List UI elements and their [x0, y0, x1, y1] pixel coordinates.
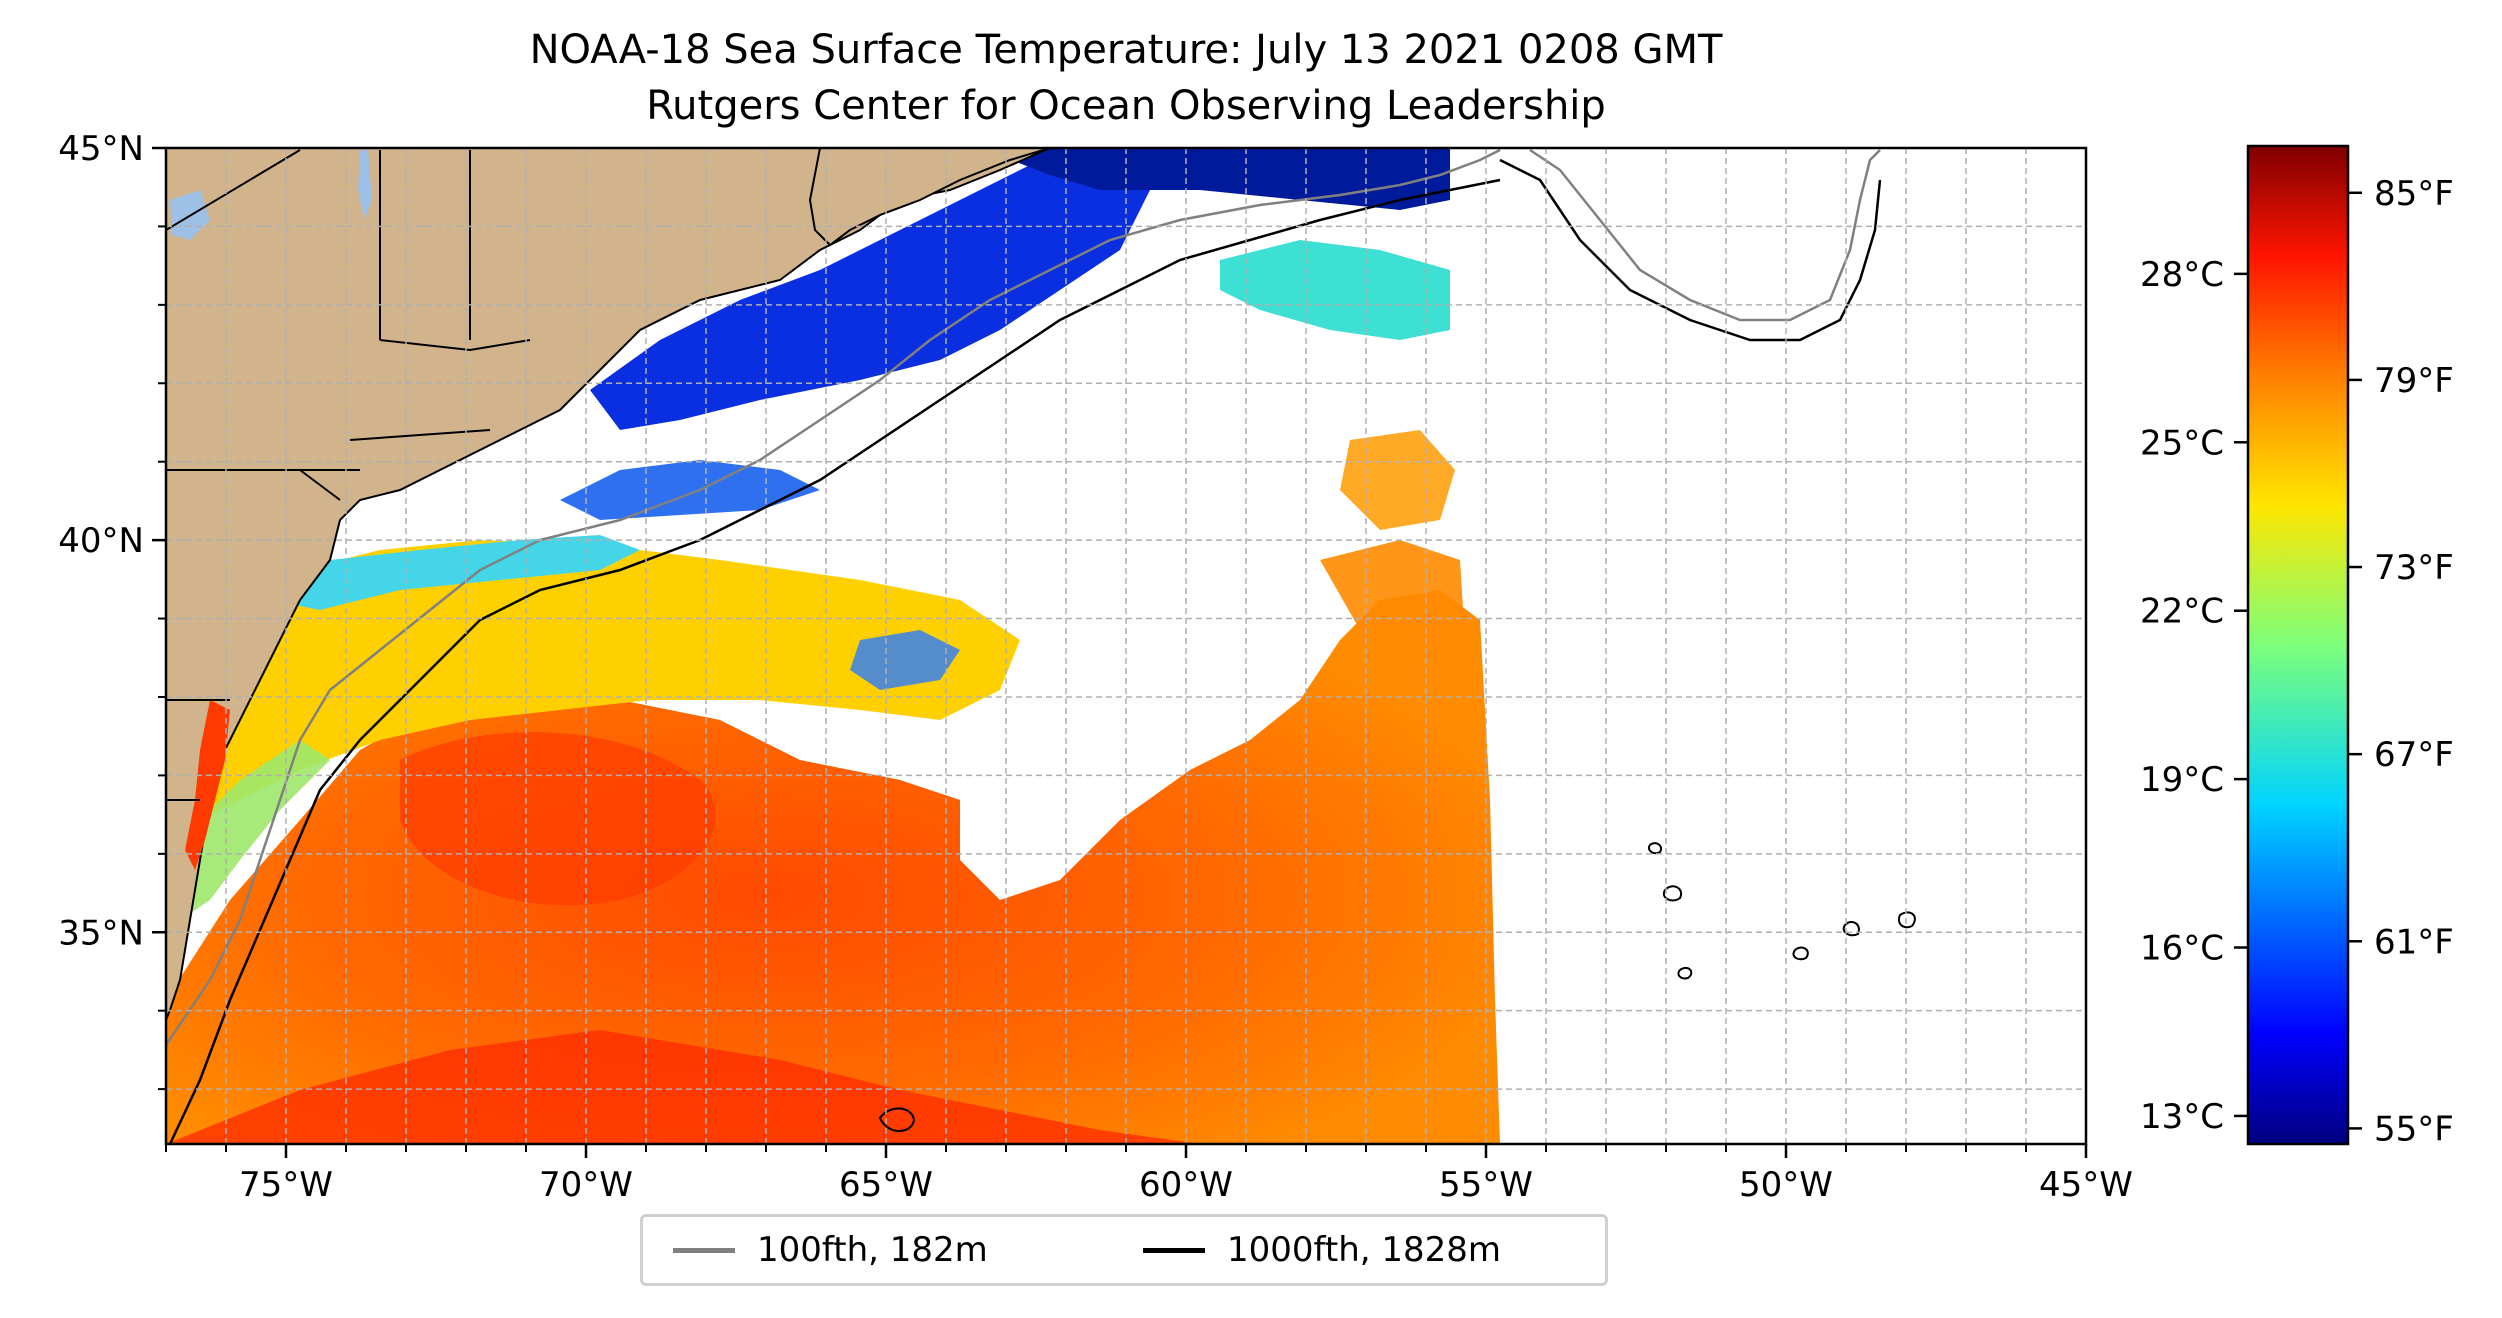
- colorbar-f-tick-label: 67°F: [2374, 735, 2454, 775]
- y-tick-label: 45°N: [58, 129, 144, 169]
- x-tick-label: 75°W: [239, 1165, 333, 1205]
- sst-east-patch: [1340, 430, 1455, 530]
- legend-item-1000fth: 1000fth, 1828m: [1143, 1217, 1501, 1283]
- x-tick-label: 70°W: [539, 1165, 633, 1205]
- colorbar-f-tick-label: 73°F: [2374, 548, 2454, 588]
- y-tick-label: 40°N: [58, 521, 144, 561]
- sst-blue-shelf: [560, 460, 820, 520]
- x-tick-label: 60°W: [1139, 1165, 1233, 1205]
- sst-yellow-band: [200, 540, 1020, 820]
- sst-blue-scatter: [850, 630, 960, 690]
- isobath-1000fth: [168, 178, 1501, 1144]
- colorbar-f-tick-label: 85°F: [2374, 174, 2454, 214]
- map-title: NOAA-18 Sea Surface Temperature: July 13…: [529, 27, 1723, 73]
- isobath-grand-banks-deep: [1499, 158, 1882, 342]
- land-layer: [166, 148, 1051, 1021]
- sst-warm-region: [166, 590, 1500, 1144]
- legend-swatch-1000fth: [1143, 1247, 1205, 1253]
- sst-blue-gulf-maine: [590, 150, 1150, 430]
- legend-label-1000fth: 1000fth, 1828m: [1227, 1230, 1502, 1270]
- sst-deep-red-band: [166, 1030, 1200, 1144]
- colorbar-c-tick-label: 25°C: [2140, 423, 2224, 463]
- colorbar-fahrenheit-ticks: 85°F 79°F 73°F 67°F 61°F 55°F: [2348, 174, 2454, 1149]
- map-subtitle: Rutgers Center for Ocean Observing Leade…: [646, 83, 1606, 129]
- legend-item-100fth: 100fth, 182m: [673, 1217, 988, 1283]
- colorbar-c-tick-label: 22°C: [2140, 592, 2224, 632]
- seamount-contour: [878, 842, 1916, 1132]
- x-tick-label: 55°W: [1439, 1165, 1533, 1205]
- colorbar-f-tick-label: 79°F: [2374, 361, 2454, 401]
- colorbar-celsius-ticks: 28°C 25°C 22°C 19°C 16°C 13°C: [2140, 255, 2248, 1137]
- sst-cyan-ne: [1220, 240, 1450, 340]
- colorbar: [2246, 144, 2350, 1146]
- y-tick-label: 35°N: [58, 913, 144, 953]
- land-nova-scotia: [808, 148, 1051, 247]
- colorbar-c-tick-label: 16°C: [2140, 929, 2224, 969]
- x-tick-label: 65°W: [839, 1165, 933, 1205]
- x-axis: 75°W 70°W 65°W 60°W 55°W 50°W 45°W: [165, 1144, 2133, 1205]
- x-tick-label: 50°W: [1739, 1165, 1833, 1205]
- sst-cyan-shelf: [270, 535, 640, 610]
- legend-swatch-100fth: [673, 1247, 735, 1253]
- legend: 100fth, 182m 1000fth, 1828m: [640, 1214, 1608, 1286]
- colorbar-f-tick-label: 61°F: [2374, 922, 2454, 962]
- sst-navy-north: [980, 148, 1450, 210]
- legend-label-100fth: 100fth, 182m: [757, 1230, 988, 1270]
- chesapeake-bay: [185, 700, 230, 870]
- x-tick-label: 45°W: [2039, 1165, 2133, 1205]
- y-axis: 45°N 40°N 35°N: [58, 129, 166, 1091]
- colorbar-c-tick-label: 13°C: [2140, 1097, 2224, 1137]
- state-border: [166, 149, 531, 801]
- colorbar-c-tick-label: 28°C: [2140, 255, 2224, 295]
- sst-east-patch: [1320, 540, 1465, 660]
- gridlines: [166, 148, 2086, 1144]
- isobath-grand-banks: [1529, 148, 1881, 322]
- lake: [358, 150, 372, 220]
- colorbar-c-tick-label: 19°C: [2140, 760, 2224, 800]
- colorbar-f-tick-label: 55°F: [2374, 1109, 2454, 1149]
- sst-greenish-band: [180, 740, 330, 920]
